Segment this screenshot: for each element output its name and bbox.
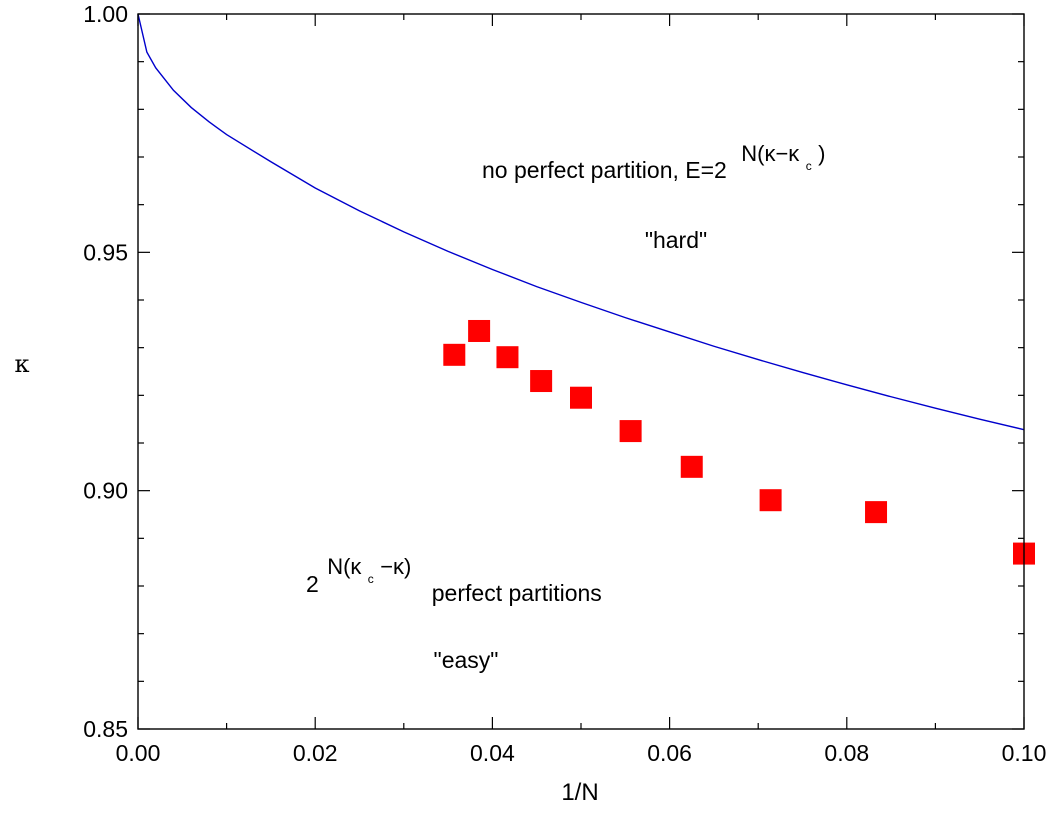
hard-exponent-subscript: c	[806, 159, 812, 173]
y-tick-label: 1.00	[83, 1, 128, 27]
hard-exponent-close: )	[818, 141, 825, 166]
data-point	[570, 386, 592, 409]
axis-ticks	[137, 13, 1025, 730]
y-tick-labels: 0.85 0.90 0.95 1.00	[83, 1, 128, 742]
easy-label: "easy"	[434, 647, 499, 673]
y-tick-label: 0.85	[83, 716, 128, 742]
x-tick-label: 0.10	[1002, 740, 1047, 766]
x-tick-label: 0.00	[116, 740, 161, 766]
y-axis-label: κ	[15, 350, 30, 378]
easy-base: 2	[306, 571, 319, 597]
data-points	[443, 319, 1035, 565]
easy-exponent-subscript: c	[368, 572, 374, 586]
x-tick-label: 0.02	[293, 740, 338, 766]
hard-region-text: no perfect partition, E=2	[482, 157, 727, 183]
x-tick-label: 0.06	[647, 740, 692, 766]
plot-frame	[137, 13, 1025, 730]
hard-exponent: N(κ−κ	[741, 141, 800, 166]
data-point	[619, 420, 642, 443]
easy-region-text: perfect partitions	[432, 580, 602, 606]
data-point	[680, 455, 703, 478]
y-tick-label: 0.95	[83, 239, 128, 265]
y-tick-label: 0.90	[83, 478, 128, 504]
fit-curve	[137, 13, 1025, 431]
easy-region-annotation: 2 N(κ c −κ) perfect partitions	[306, 553, 602, 606]
easy-exponent: N(κ	[327, 554, 362, 579]
data-point	[759, 489, 782, 512]
hard-label: "hard"	[645, 227, 707, 253]
data-point	[530, 370, 553, 393]
x-axis-label: 1/N	[561, 779, 598, 806]
data-point	[865, 501, 888, 524]
x-tick-labels: 0.00 0.02 0.04 0.06 0.08 0.10	[116, 740, 1047, 766]
data-point	[468, 319, 491, 342]
easy-exponent-rest: −κ)	[380, 554, 411, 579]
x-tick-label: 0.04	[470, 740, 515, 766]
x-tick-label: 0.08	[824, 740, 869, 766]
data-point	[443, 343, 466, 366]
hard-region-annotation: no perfect partition, E=2 N(κ−κ c )	[482, 140, 825, 183]
data-point	[496, 346, 519, 369]
